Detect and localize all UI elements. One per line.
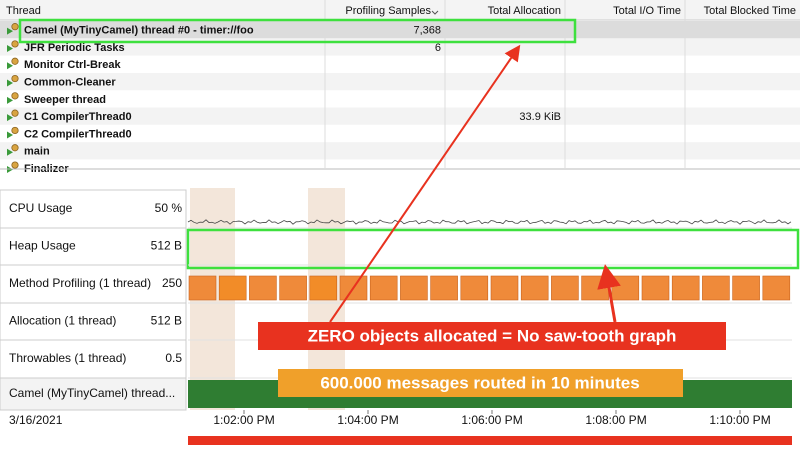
profiling-bar [702, 275, 730, 301]
thread-icon [11, 126, 19, 135]
profiling-bar [732, 275, 760, 301]
thread-name[interactable]: Common-Cleaner [24, 76, 116, 88]
profiling-bar [490, 275, 519, 301]
table-row[interactable] [0, 159, 800, 177]
thread-name[interactable]: C1 CompilerThread0 [24, 111, 132, 123]
arrow [329, 44, 521, 323]
range-bar [188, 436, 792, 445]
thread-icon [7, 114, 13, 122]
lane-scale: 250 [162, 276, 182, 290]
profiling-bar [762, 275, 791, 301]
thread-icon [7, 62, 13, 70]
timeline-date: 3/16/2021 [9, 413, 63, 427]
highlight-box [18, 18, 577, 44]
profiling-bar [611, 275, 640, 301]
column-header[interactable]: Total Allocation [488, 5, 561, 17]
profiling-bar [218, 275, 247, 301]
thread-icon [11, 109, 19, 117]
profiling-bar [671, 275, 700, 301]
column-header[interactable]: Thread [6, 5, 41, 17]
column-header[interactable]: Total Blocked Time [704, 5, 796, 17]
lane-scale: 0.5 [165, 351, 182, 365]
table-row[interactable] [0, 21, 800, 39]
profiling-bar [249, 275, 277, 301]
lane-label[interactable]: Heap Usage [9, 239, 76, 253]
time-tick-label: 1:08:00 PM [585, 413, 646, 427]
table-row[interactable] [0, 90, 800, 108]
thread-name[interactable]: C2 CompilerThread0 [24, 128, 132, 140]
table-row[interactable] [0, 55, 800, 73]
profiling-bar [188, 275, 217, 301]
lane-scale: 50 % [155, 201, 183, 215]
lane-scale: 512 B [151, 239, 182, 253]
lane-label-bg [0, 377, 187, 411]
thread-name[interactable]: Sweeper thread [24, 94, 106, 106]
arrow [597, 264, 621, 323]
time-tick-label: 1:04:00 PM [337, 413, 398, 427]
table-row[interactable] [0, 142, 800, 160]
thread-icon [7, 79, 13, 87]
profiling-bar [369, 275, 398, 301]
profiling-bar [309, 275, 338, 301]
thread-name[interactable]: main [24, 146, 50, 158]
annotation: ZERO objects allocated = No saw-tooth gr… [308, 326, 677, 345]
thread-icon [11, 74, 19, 83]
table-row[interactable] [0, 107, 800, 125]
table-header [0, 0, 800, 20]
profiling-bar [581, 275, 609, 301]
profiling-bar [641, 275, 670, 301]
cpu-trace [187, 219, 792, 225]
highlight-box [186, 228, 800, 270]
lane-label[interactable]: Method Profiling (1 thread) [9, 276, 151, 290]
lane-label[interactable]: Throwables (1 thread) [9, 351, 126, 365]
thread-icon [7, 131, 13, 139]
lane-label[interactable]: Camel (MyTinyCamel) thread... [9, 386, 175, 400]
lane-label-bg [0, 189, 187, 229]
lane-label[interactable]: CPU Usage [9, 201, 73, 215]
annotation: 600.000 messages routed in 10 minutes [320, 373, 639, 392]
column-header[interactable]: Profiling Samples [345, 5, 431, 17]
thread-icon [7, 148, 13, 156]
profiling-bar [430, 275, 458, 301]
time-tick-label: 1:06:00 PM [461, 413, 522, 427]
lane-label-bg [0, 339, 187, 379]
sort-indicator [431, 10, 439, 15]
profiling-samples: 6 [435, 42, 441, 54]
thread-icon [11, 144, 19, 152]
thread-icon [11, 57, 19, 65]
column-header[interactable]: Total I/O Time [613, 5, 681, 17]
thread-name[interactable]: JFR Periodic Tasks [24, 42, 125, 54]
profiling-bar [551, 275, 579, 301]
thread-icon [11, 161, 19, 169]
profiling-samples: 7,368 [413, 25, 441, 37]
profiling-bar [520, 275, 549, 301]
thread-icon [7, 166, 13, 174]
time-tick-label: 1:10:00 PM [709, 413, 770, 427]
lane-label-bg [0, 227, 187, 266]
annotation-box [258, 322, 726, 350]
profiling-bar [279, 275, 307, 301]
annotation-box [278, 369, 683, 397]
timeline: CPU Usage 50 % Heap Usage 512 B Method Profi… [0, 188, 800, 445]
total-allocation: 33.9 KiB [519, 111, 561, 123]
thread-icon [11, 23, 19, 31]
profiling-bar [460, 275, 489, 301]
thread-icon [11, 92, 19, 100]
thread-name[interactable]: Monitor Ctrl-Break [24, 59, 121, 71]
thread-icon [11, 40, 19, 48]
thread-icon [7, 96, 13, 104]
thread-name[interactable]: Camel (MyTinyCamel) thread #0 - timer://… [24, 25, 254, 37]
profiling-bar [400, 275, 428, 301]
table-row[interactable] [0, 124, 800, 143]
table-row[interactable] [0, 72, 800, 91]
time-tick-label: 1:02:00 PM [213, 413, 274, 427]
lane-label[interactable]: Allocation (1 thread) [9, 314, 116, 328]
thread-icon [7, 44, 13, 52]
thread-icon [7, 27, 13, 35]
lane-label-bg [0, 264, 187, 304]
lane-scale: 512 B [151, 314, 182, 328]
